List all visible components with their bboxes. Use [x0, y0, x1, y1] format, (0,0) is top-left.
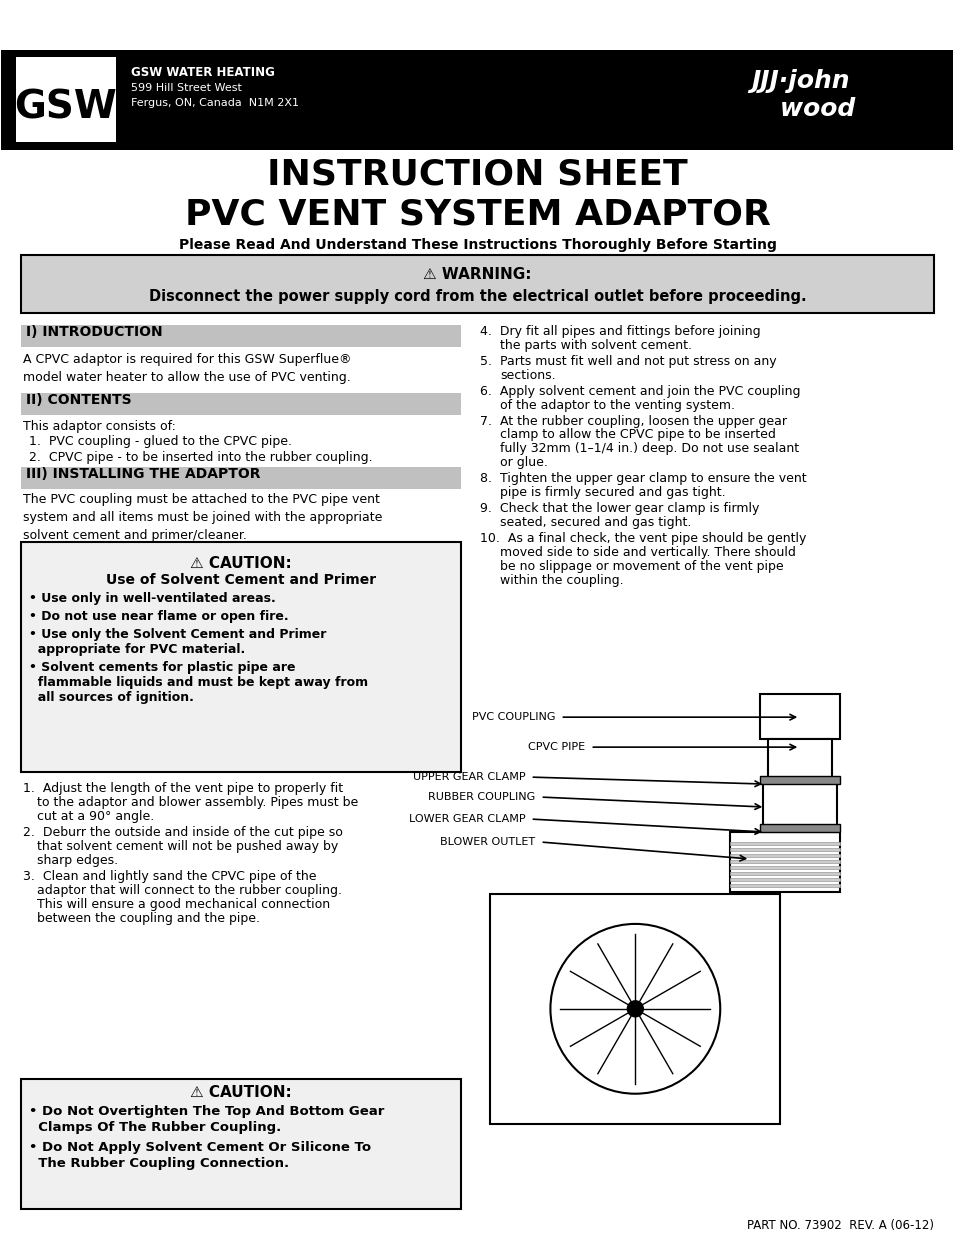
Text: I) INTRODUCTION: I) INTRODUCTION — [26, 325, 162, 338]
Bar — [21, 1078, 460, 1209]
Text: of the adaptor to the venting system.: of the adaptor to the venting system. — [500, 399, 735, 411]
Bar — [21, 393, 460, 415]
Bar — [21, 325, 460, 347]
Text: cut at a 90° angle.: cut at a 90° angle. — [37, 810, 154, 823]
Bar — [729, 848, 840, 851]
Text: sections.: sections. — [500, 368, 556, 382]
Text: RUBBER COUPLING: RUBBER COUPLING — [428, 792, 535, 802]
Text: • Use only in well-ventilated areas.: • Use only in well-ventilated areas. — [29, 593, 275, 605]
Text: • Do Not Apply Solvent Cement Or Silicone To: • Do Not Apply Solvent Cement Or Silicon… — [29, 1141, 371, 1153]
Text: that solvent cement will not be pushed away by: that solvent cement will not be pushed a… — [37, 840, 338, 853]
Bar — [762, 779, 836, 829]
Text: Please Read And Understand These Instructions Thoroughly Before Starting: Please Read And Understand These Instruc… — [178, 237, 776, 252]
Text: 1.  PVC coupling - glued to the CPVC pipe.: 1. PVC coupling - glued to the CPVC pipe… — [29, 436, 292, 448]
Text: 2.  CPVC pipe - to be inserted into the rubber coupling.: 2. CPVC pipe - to be inserted into the r… — [29, 452, 373, 464]
Text: pipe is firmly secured and gas tight.: pipe is firmly secured and gas tight. — [500, 487, 725, 499]
Text: all sources of ignition.: all sources of ignition. — [29, 692, 193, 704]
Text: BLOWER OUTLET: BLOWER OUTLET — [440, 837, 535, 847]
Bar — [21, 468, 460, 489]
Bar — [21, 542, 460, 772]
Text: JJJ·john
    wood: JJJ·john wood — [744, 69, 855, 121]
Text: seated, secured and gas tight.: seated, secured and gas tight. — [500, 516, 691, 530]
Text: ⚠ CAUTION:: ⚠ CAUTION: — [190, 556, 292, 572]
Text: to the adaptor and blower assembly. Pipes must be: to the adaptor and blower assembly. Pipe… — [37, 797, 357, 809]
Text: between the coupling and the pipe.: between the coupling and the pipe. — [37, 911, 259, 925]
Text: adaptor that will connect to the rubber coupling.: adaptor that will connect to the rubber … — [37, 884, 341, 897]
Bar — [16, 57, 115, 142]
Text: INSTRUCTION SHEET: INSTRUCTION SHEET — [267, 158, 687, 191]
Text: or glue.: or glue. — [500, 457, 548, 469]
Text: PVC COUPLING: PVC COUPLING — [472, 713, 555, 722]
Bar — [767, 739, 831, 779]
Bar — [729, 832, 840, 892]
Text: Disconnect the power supply cord from the electrical outlet before proceeding.: Disconnect the power supply cord from th… — [149, 289, 805, 304]
Text: • Do Not Overtighten The Top And Bottom Gear: • Do Not Overtighten The Top And Bottom … — [29, 1104, 384, 1118]
Text: appropriate for PVC material.: appropriate for PVC material. — [29, 643, 245, 656]
Bar — [760, 824, 840, 832]
Text: fully 32mm (1–1/4 in.) deep. Do not use sealant: fully 32mm (1–1/4 in.) deep. Do not use … — [500, 442, 799, 456]
Text: GSW: GSW — [14, 89, 117, 127]
Text: Clamps Of The Rubber Coupling.: Clamps Of The Rubber Coupling. — [29, 1120, 281, 1134]
Text: 5.  Parts must fit well and not put stress on any: 5. Parts must fit well and not put stres… — [480, 354, 777, 368]
Bar — [490, 894, 780, 1124]
Text: moved side to side and vertically. There should: moved side to side and vertically. There… — [500, 546, 796, 559]
Bar — [729, 884, 840, 887]
Bar — [729, 866, 840, 869]
Text: Use of Solvent Cement and Primer: Use of Solvent Cement and Primer — [106, 573, 375, 588]
Text: This adaptor consists of:: This adaptor consists of: — [23, 420, 175, 432]
Text: 4.  Dry fit all pipes and fittings before joining: 4. Dry fit all pipes and fittings before… — [480, 325, 760, 337]
Text: This will ensure a good mechanical connection: This will ensure a good mechanical conne… — [37, 898, 330, 911]
Bar — [729, 853, 840, 857]
Text: be no slippage or movement of the vent pipe: be no slippage or movement of the vent p… — [500, 561, 783, 573]
Text: 1.  Adjust the length of the vent pipe to properly fit: 1. Adjust the length of the vent pipe to… — [23, 782, 343, 795]
Text: • Solvent cements for plastic pipe are: • Solvent cements for plastic pipe are — [29, 661, 295, 674]
Bar — [760, 694, 840, 739]
Text: PART NO. 73902  REV. A (06-12): PART NO. 73902 REV. A (06-12) — [746, 1219, 933, 1231]
Bar — [1, 49, 953, 149]
Bar — [729, 860, 840, 863]
Text: II) CONTENTS: II) CONTENTS — [26, 393, 132, 406]
Text: CPVC PIPE: CPVC PIPE — [528, 742, 585, 752]
Bar — [729, 878, 840, 881]
Text: 10.  As a final check, the vent pipe should be gently: 10. As a final check, the vent pipe shou… — [480, 532, 806, 546]
Text: 9.  Check that the lower gear clamp is firmly: 9. Check that the lower gear clamp is fi… — [480, 503, 760, 515]
Bar — [729, 842, 840, 845]
Text: within the coupling.: within the coupling. — [500, 574, 623, 588]
Text: A CPVC adaptor is required for this GSW Superflue®
model water heater to allow t: A CPVC adaptor is required for this GSW … — [23, 352, 351, 384]
Bar — [729, 872, 840, 874]
Circle shape — [627, 1000, 642, 1016]
Text: The Rubber Coupling Connection.: The Rubber Coupling Connection. — [29, 1157, 289, 1170]
Text: flammable liquids and must be kept away from: flammable liquids and must be kept away … — [29, 677, 368, 689]
Text: LOWER GEAR CLAMP: LOWER GEAR CLAMP — [409, 814, 525, 824]
Text: 7.  At the rubber coupling, loosen the upper gear: 7. At the rubber coupling, loosen the up… — [480, 415, 786, 427]
Text: UPPER GEAR CLAMP: UPPER GEAR CLAMP — [413, 772, 525, 782]
Text: Fergus, ON, Canada  N1M 2X1: Fergus, ON, Canada N1M 2X1 — [131, 98, 298, 107]
Text: 2.  Deburr the outside and inside of the cut pipe so: 2. Deburr the outside and inside of the … — [23, 826, 342, 839]
Text: The PVC coupling must be attached to the PVC pipe vent
system and all items must: The PVC coupling must be attached to the… — [23, 494, 382, 542]
Text: sharp edges.: sharp edges. — [37, 853, 118, 867]
Bar — [21, 254, 933, 312]
Text: 8.  Tighten the upper gear clamp to ensure the vent: 8. Tighten the upper gear clamp to ensur… — [480, 473, 806, 485]
Text: the parts with solvent cement.: the parts with solvent cement. — [500, 338, 692, 352]
Text: • Use only the Solvent Cement and Primer: • Use only the Solvent Cement and Primer — [29, 629, 326, 641]
Text: • Do not use near flame or open fire.: • Do not use near flame or open fire. — [29, 610, 289, 624]
Text: 3.  Clean and lightly sand the CPVC pipe of the: 3. Clean and lightly sand the CPVC pipe … — [23, 869, 316, 883]
Text: 6.  Apply solvent cement and join the PVC coupling: 6. Apply solvent cement and join the PVC… — [480, 384, 801, 398]
Text: III) INSTALLING THE ADAPTOR: III) INSTALLING THE ADAPTOR — [26, 468, 260, 482]
Text: 599 Hill Street West: 599 Hill Street West — [131, 83, 241, 93]
Bar — [760, 776, 840, 784]
Text: GSW WATER HEATING: GSW WATER HEATING — [131, 67, 274, 79]
Text: ⚠ WARNING:: ⚠ WARNING: — [423, 267, 531, 282]
Text: ⚠ CAUTION:: ⚠ CAUTION: — [190, 1084, 292, 1099]
Text: clamp to allow the CPVC pipe to be inserted: clamp to allow the CPVC pipe to be inser… — [500, 429, 776, 441]
Text: PVC VENT SYSTEM ADAPTOR: PVC VENT SYSTEM ADAPTOR — [184, 198, 770, 232]
